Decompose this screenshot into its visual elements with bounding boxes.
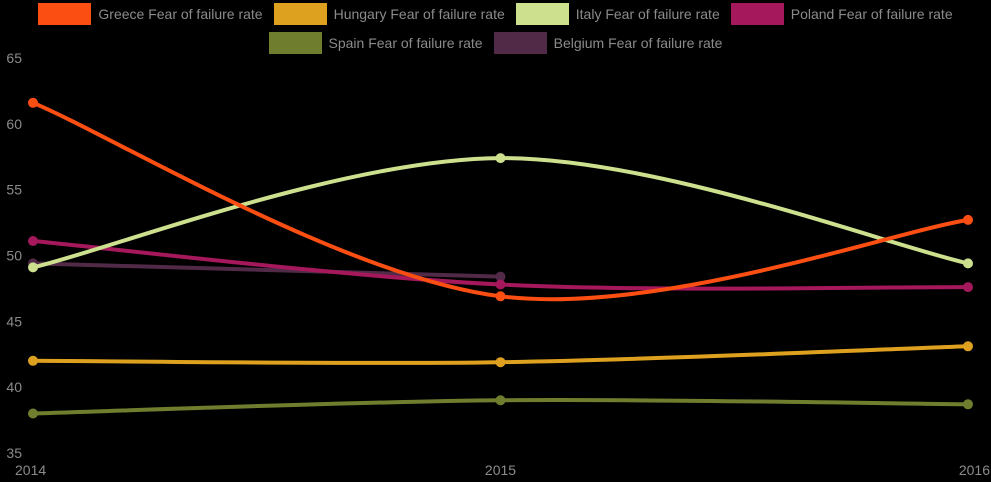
series-italy[interactable] <box>28 153 973 273</box>
marker-italy-2016[interactable] <box>963 258 973 269</box>
marker-poland-2014[interactable] <box>28 236 38 246</box>
y-tick-label-45: 45 <box>6 313 22 329</box>
marker-italy-2014[interactable] <box>28 262 38 273</box>
y-tick-label-50: 50 <box>6 248 22 264</box>
marker-hungary-2014[interactable] <box>28 355 38 366</box>
legend-item-belgium[interactable]: Belgium Fear of failure rate <box>493 32 723 54</box>
marker-italy-2015[interactable] <box>495 153 506 164</box>
y-tick-label-60: 60 <box>6 116 22 132</box>
marker-poland-2016[interactable] <box>963 282 973 293</box>
legend-label-greece: Greece Fear of failure rate <box>98 6 263 22</box>
marker-hungary-2016[interactable] <box>963 341 973 352</box>
y-tick-label-55: 55 <box>6 182 22 198</box>
x-tick-label-2016: 2016 <box>959 462 990 478</box>
legend: Greece Fear of failure rate Hungary Fear … <box>0 3 991 54</box>
legend-item-italy[interactable]: Italy Fear of failure rate <box>515 3 720 25</box>
legend-row-2: Spain Fear of failure rate Belgium Fear o… <box>0 32 991 54</box>
legend-item-poland[interactable]: Poland Fear of failure rate <box>730 3 953 25</box>
legend-swatch-poland <box>730 3 784 25</box>
legend-item-greece[interactable]: Greece Fear of failure rate <box>38 3 263 25</box>
legend-swatch-hungary <box>273 3 327 25</box>
y-tick-label-40: 40 <box>6 379 22 395</box>
marker-poland-2015[interactable] <box>495 279 506 290</box>
marker-greece-2014[interactable] <box>28 97 38 108</box>
y-tick-label-65: 65 <box>6 50 22 66</box>
legend-row-1: Greece Fear of failure rate Hungary Fear … <box>0 3 991 25</box>
marker-greece-2016[interactable] <box>963 214 973 225</box>
marker-spain-2015[interactable] <box>495 395 506 406</box>
series-greece[interactable] <box>28 97 973 302</box>
marker-greece-2015[interactable] <box>495 291 506 302</box>
marker-belgium-2015[interactable] <box>495 271 506 282</box>
x-tick-label-2015: 2015 <box>485 462 516 478</box>
legend-swatch-spain <box>268 32 322 54</box>
series-poland[interactable] <box>28 236 973 293</box>
legend-label-hungary: Hungary Fear of failure rate <box>333 6 505 22</box>
legend-label-belgium: Belgium Fear of failure rate <box>553 35 723 51</box>
legend-label-spain: Spain Fear of failure rate <box>328 35 483 51</box>
series-spain[interactable] <box>28 395 973 419</box>
series-line-belgium <box>31 261 503 279</box>
series-hungary[interactable] <box>28 341 973 368</box>
x-tick-label-2014: 2014 <box>15 462 46 478</box>
legend-swatch-belgium <box>493 32 547 54</box>
marker-hungary-2015[interactable] <box>495 357 506 368</box>
series-belgium[interactable] <box>28 258 506 282</box>
legend-label-italy: Italy Fear of failure rate <box>575 6 720 22</box>
legend-item-hungary[interactable]: Hungary Fear of failure rate <box>273 3 505 25</box>
marker-spain-2016[interactable] <box>963 399 973 410</box>
legend-label-poland: Poland Fear of failure rate <box>790 6 953 22</box>
series-line-greece <box>31 100 970 302</box>
legend-item-spain[interactable]: Spain Fear of failure rate <box>268 32 483 54</box>
legend-swatch-italy <box>515 3 569 25</box>
y-tick-label-35: 35 <box>6 445 22 461</box>
legend-swatch-greece <box>38 3 92 25</box>
marker-spain-2014[interactable] <box>28 408 38 419</box>
